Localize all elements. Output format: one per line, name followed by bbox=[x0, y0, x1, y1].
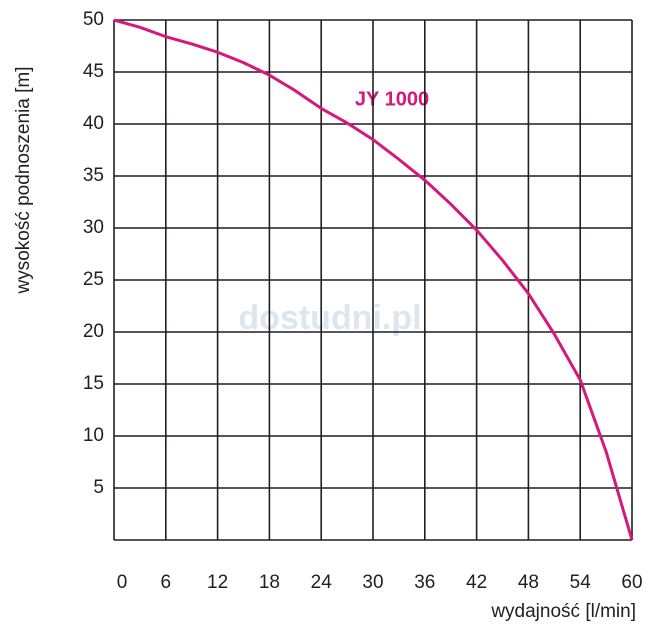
y-tick-label: 50 bbox=[83, 9, 104, 30]
y-tick-label: 25 bbox=[83, 269, 104, 290]
x-tick-label: 18 bbox=[259, 572, 280, 593]
x-tick-label: 24 bbox=[311, 572, 333, 593]
series-label: JY 1000 bbox=[355, 88, 429, 110]
y-tick-label: 30 bbox=[83, 217, 104, 238]
x-axis-label: wydajność [l/min] bbox=[490, 601, 636, 622]
y-tick-label: 15 bbox=[83, 373, 104, 394]
x-tick-label: 48 bbox=[518, 572, 539, 593]
x-tick-label: 42 bbox=[466, 572, 487, 593]
x-tick-label: 54 bbox=[570, 572, 592, 593]
y-axis-label: wysokość podnoszenia [m] bbox=[13, 66, 34, 294]
x-tick-label: 0 bbox=[117, 572, 128, 593]
x-tick-label: 36 bbox=[414, 572, 435, 593]
x-tick-label: 6 bbox=[161, 572, 172, 593]
curve bbox=[113, 18, 634, 541]
y-tick-label: 45 bbox=[83, 61, 104, 82]
x-tick-label: 30 bbox=[362, 572, 383, 593]
y-tick-label: 40 bbox=[83, 113, 104, 134]
y-tick-label: 5 bbox=[93, 477, 104, 498]
y-tick-label: 10 bbox=[83, 425, 104, 446]
y-tick-label: 20 bbox=[83, 321, 104, 342]
x-tick-label: 60 bbox=[621, 572, 642, 593]
y-tick-label: 35 bbox=[83, 165, 104, 186]
x-tick-label: 12 bbox=[207, 572, 228, 593]
